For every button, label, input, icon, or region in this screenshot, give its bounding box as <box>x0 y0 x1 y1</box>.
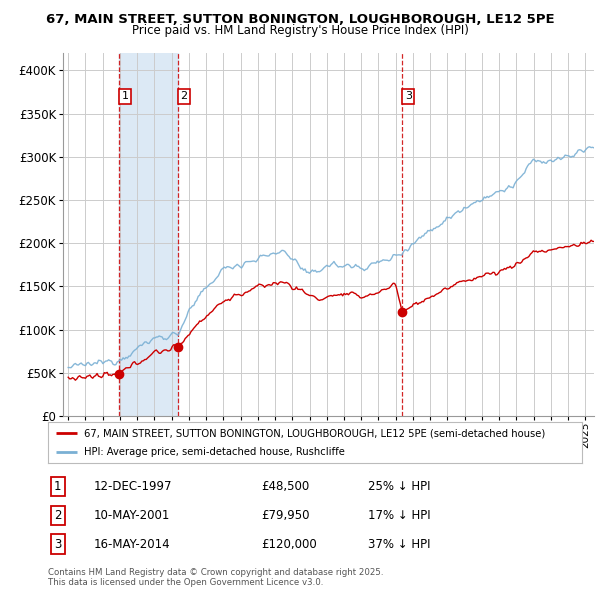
Text: 67, MAIN STREET, SUTTON BONINGTON, LOUGHBOROUGH, LE12 5PE: 67, MAIN STREET, SUTTON BONINGTON, LOUGH… <box>46 13 554 26</box>
Text: 67, MAIN STREET, SUTTON BONINGTON, LOUGHBOROUGH, LE12 5PE (semi-detached house): 67, MAIN STREET, SUTTON BONINGTON, LOUGH… <box>85 428 545 438</box>
Text: £48,500: £48,500 <box>262 480 310 493</box>
Text: 37% ↓ HPI: 37% ↓ HPI <box>368 537 431 550</box>
Text: 10-MAY-2001: 10-MAY-2001 <box>94 509 170 522</box>
Text: HPI: Average price, semi-detached house, Rushcliffe: HPI: Average price, semi-detached house,… <box>85 447 345 457</box>
Text: 2: 2 <box>181 91 188 101</box>
Text: 25% ↓ HPI: 25% ↓ HPI <box>368 480 431 493</box>
Text: £79,950: £79,950 <box>262 509 310 522</box>
Text: 16-MAY-2014: 16-MAY-2014 <box>94 537 170 550</box>
Text: 1: 1 <box>54 480 61 493</box>
Text: Price paid vs. HM Land Registry's House Price Index (HPI): Price paid vs. HM Land Registry's House … <box>131 24 469 37</box>
Text: 3: 3 <box>405 91 412 101</box>
Text: Contains HM Land Registry data © Crown copyright and database right 2025.
This d: Contains HM Land Registry data © Crown c… <box>48 568 383 587</box>
Bar <box>119 53 178 416</box>
Text: 2: 2 <box>54 509 61 522</box>
Text: 1: 1 <box>122 91 128 101</box>
Text: £120,000: £120,000 <box>262 537 317 550</box>
Text: 3: 3 <box>54 537 61 550</box>
Text: 17% ↓ HPI: 17% ↓ HPI <box>368 509 431 522</box>
Text: 12-DEC-1997: 12-DEC-1997 <box>94 480 172 493</box>
